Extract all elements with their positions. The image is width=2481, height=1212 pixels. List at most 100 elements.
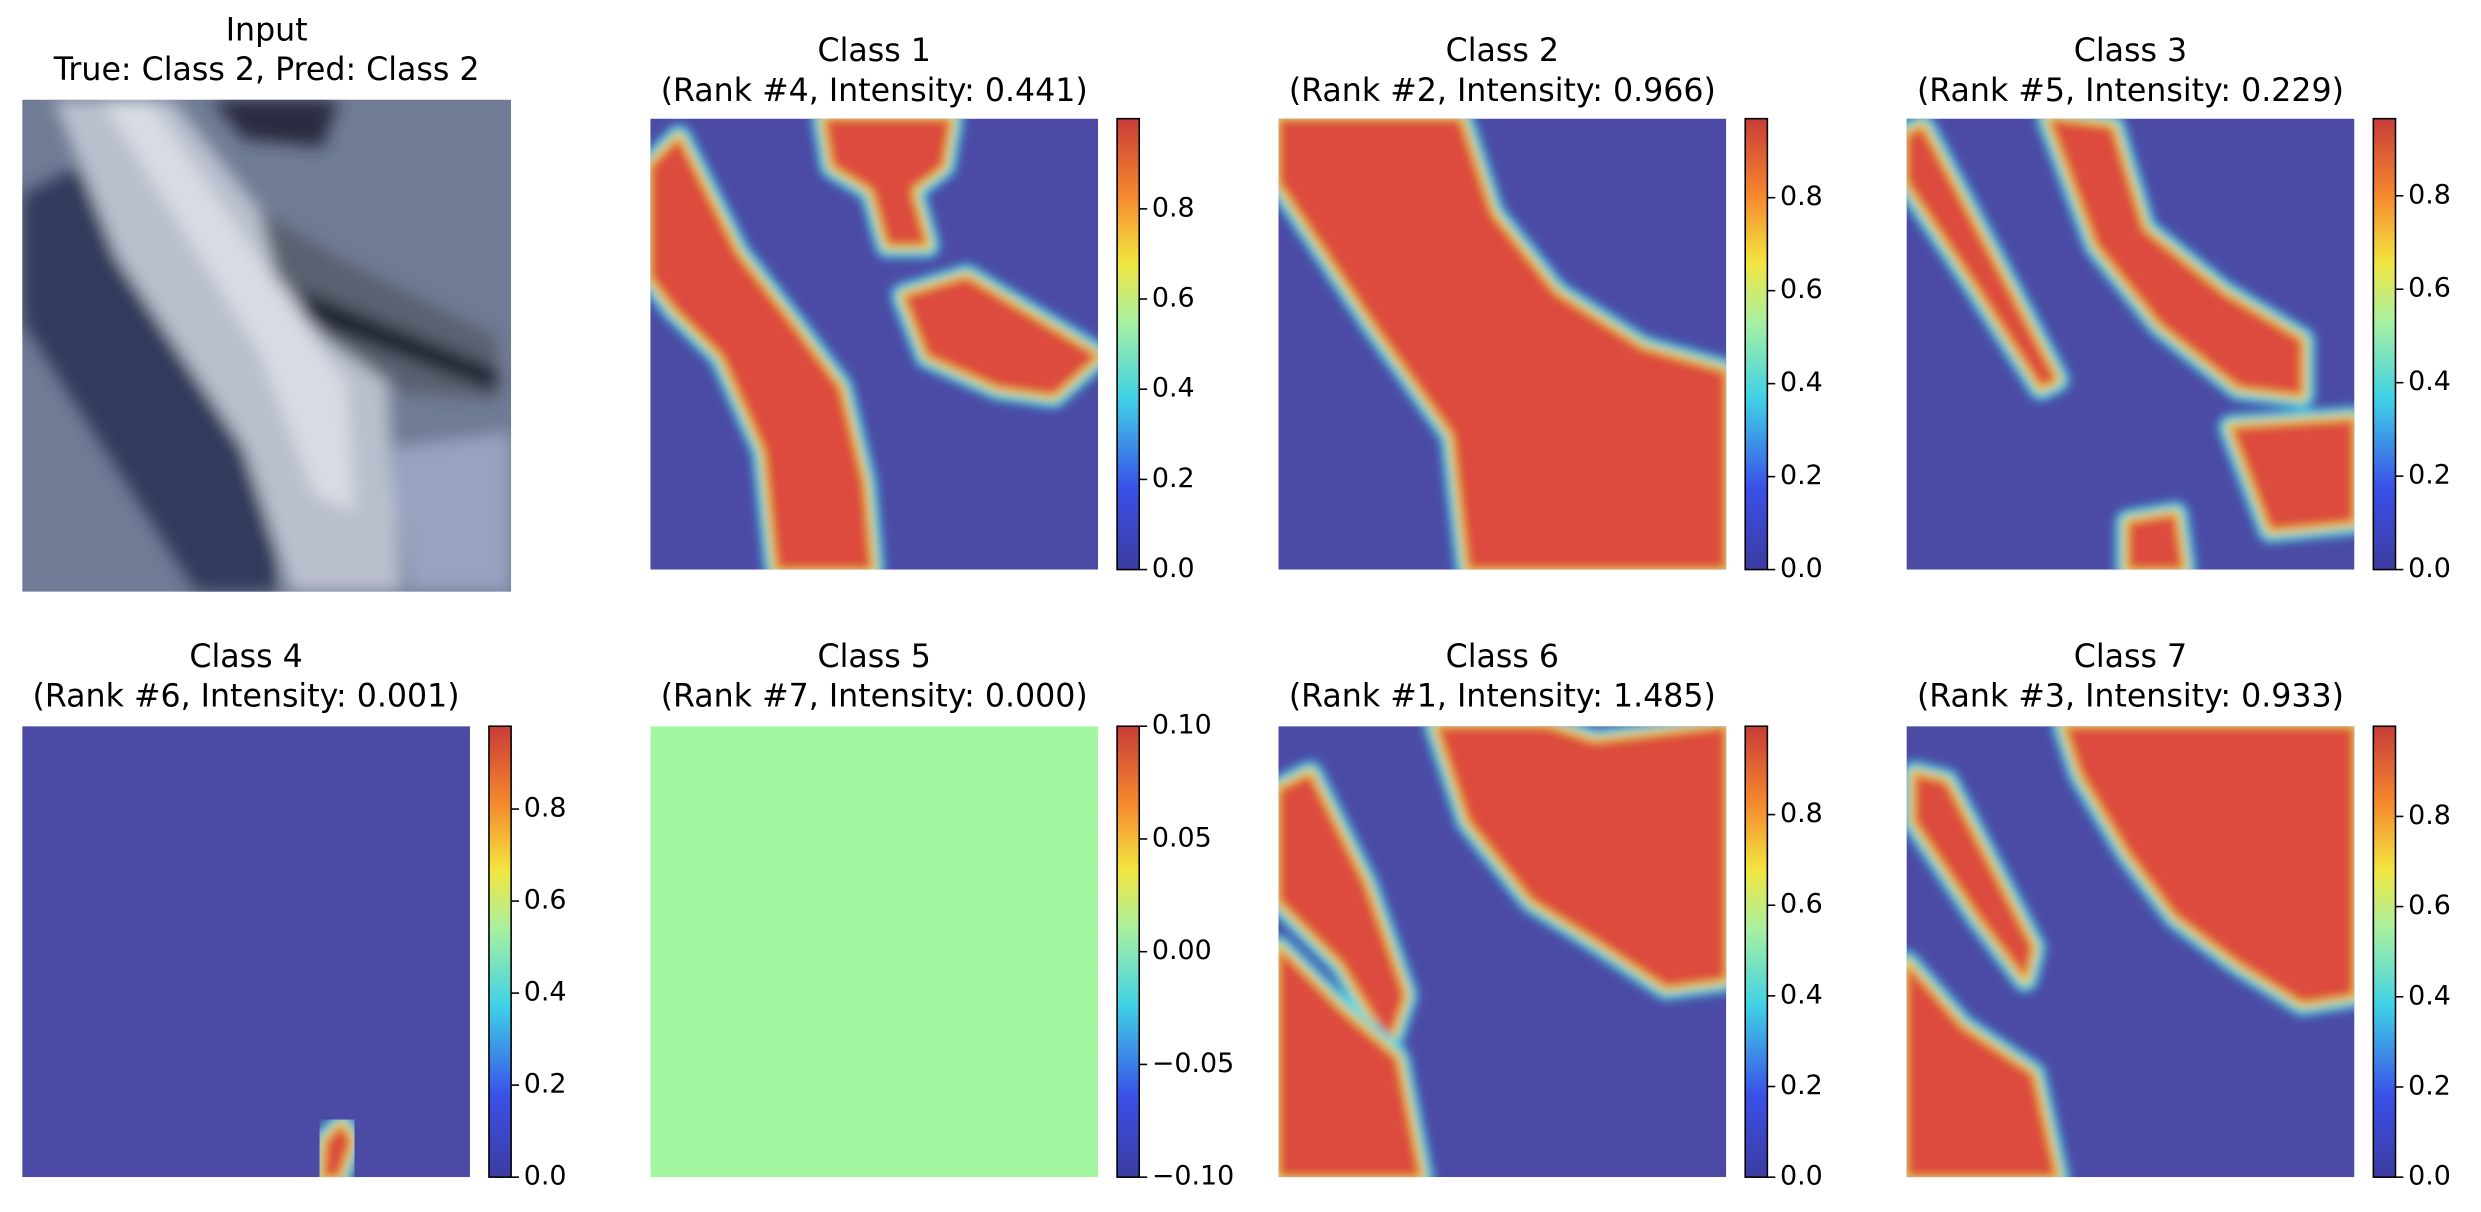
colorbar-tick-label: 0.6 — [1152, 283, 1195, 314]
colorbar — [1116, 117, 1141, 571]
panel-title: Class 7 — [2074, 639, 2187, 675]
colorbar — [488, 725, 512, 1178]
blob-core — [824, 118, 951, 246]
colorbar-tick-label: 0.0 — [1152, 553, 1195, 584]
panel-title: Class 3 — [2074, 33, 2187, 69]
colorbar-tick-label: 0.4 — [1152, 373, 1195, 404]
heatmap-blobs — [1906, 726, 2355, 1178]
colorbar-tick-label: 0.2 — [2408, 460, 2451, 491]
panel-title: Class 1 — [818, 33, 931, 69]
colorbar — [1116, 725, 1141, 1178]
colorbar-tick-label: 0.2 — [2408, 1070, 2451, 1101]
blob-core — [1914, 773, 2034, 980]
panel-subtitle: True: Class 2, Pred: Class 2 — [53, 52, 480, 88]
colorbar-tick-label: 0.10 — [1152, 710, 1212, 741]
colorbar-tick-label: 0.0 — [524, 1161, 567, 1192]
blob-core — [1278, 773, 1406, 1043]
colorbar-tick-label: 0.4 — [1780, 367, 1823, 398]
colorbar-tick-label: 0.6 — [1780, 889, 1823, 920]
panel-subtitle: (Rank #3, Intensity: 0.933) — [1917, 679, 2344, 715]
panel: Class 6 (Rank #1, Intensity: 1.485) 0.0 0.2… — [1278, 639, 1823, 1192]
colorbar — [1744, 725, 1769, 1178]
colorbar-tick-label: 0.2 — [1152, 463, 1195, 494]
blob-core — [1278, 947, 1421, 1178]
panel-subtitle: (Rank #6, Intensity: 0.001) — [33, 679, 460, 715]
blob-core — [1906, 126, 2057, 388]
panel: Class 5 (Rank #7, Intensity: 0.000) −0.10 −… — [650, 639, 1234, 1192]
heatmap-blobs — [1278, 726, 1727, 1178]
road-light — [101, 99, 355, 512]
colorbar-tick-label: 0.8 — [524, 793, 567, 824]
colorbar — [1744, 117, 1769, 571]
panel: Class 3 (Rank #5, Intensity: 0.229) 0.0 0.2… — [1906, 33, 2451, 584]
panel: Class 7 (Rank #3, Intensity: 0.933) 0.0 0.2… — [1906, 639, 2451, 1192]
colorbar-tick-label: 0.0 — [2408, 553, 2451, 584]
blob-core — [322, 1124, 352, 1178]
colorbar-tick-label: 0.0 — [2408, 1161, 2451, 1192]
colorbar-tick-label: 0.8 — [1152, 192, 1195, 223]
heatmap-blobs — [1278, 118, 1727, 570]
colorbar-tick-label: 0.2 — [524, 1069, 567, 1100]
tree-dark — [299, 289, 497, 393]
right-patch — [386, 431, 512, 592]
blob-core — [650, 137, 872, 570]
panel-image — [1906, 726, 2355, 1178]
colorbar-tick-label: 0.8 — [1780, 798, 1823, 829]
colorbar-tick-label: 0.4 — [2408, 980, 2451, 1011]
blob-core — [1906, 963, 2057, 1178]
colorbar-tick-label: 0.4 — [524, 977, 567, 1008]
panel-subtitle: (Rank #1, Intensity: 1.485) — [1289, 679, 1716, 715]
colorbar-tick-label: 0.6 — [2408, 890, 2451, 921]
colorbar-tick-label: 0.8 — [1780, 181, 1823, 212]
panel-subtitle: (Rank #2, Intensity: 0.966) — [1289, 73, 1716, 109]
photo-content — [22, 99, 512, 592]
colorbar-tick-label: 0.0 — [1780, 1161, 1823, 1192]
top-dark — [212, 99, 339, 148]
colorbar-tick-label: −0.10 — [1152, 1161, 1234, 1192]
blob-core — [2128, 514, 2184, 570]
blob-core — [903, 276, 1099, 396]
colorbar-tick-label: −0.05 — [1152, 1048, 1234, 1079]
heatmap-blobs — [310, 1112, 364, 1178]
colorbar-tick-label: 0.6 — [1780, 274, 1823, 305]
heatmap-blobs — [650, 118, 1099, 570]
panel-title: Class 4 — [189, 639, 302, 675]
panel-image — [1278, 118, 1727, 570]
colorbar-tick-label: 0.00 — [1152, 935, 1212, 966]
colorbar-tick-label: 0.2 — [1780, 1070, 1823, 1101]
panel: Class 1 (Rank #4, Intensity: 0.441) 0.0 0.2… — [650, 33, 1195, 584]
panel-image — [650, 118, 1099, 570]
colorbar-tick-label: 0.4 — [2408, 366, 2451, 397]
blob-core — [2230, 419, 2355, 531]
panel: Class 2 (Rank #2, Intensity: 0.966) 0.0 0.2… — [1278, 33, 1823, 584]
panel-title: Class 5 — [818, 639, 931, 675]
panel-image — [22, 726, 470, 1178]
colorbar — [2372, 117, 2397, 571]
panel-subtitle: (Rank #7, Intensity: 0.000) — [661, 679, 1088, 715]
colorbar-tick-label: 0.6 — [2408, 273, 2451, 304]
panel-subtitle: (Rank #4, Intensity: 0.441) — [661, 73, 1088, 109]
panel-title: Input — [226, 13, 308, 49]
panel-title: Class 6 — [1446, 639, 1559, 675]
heatmap-flat — [650, 726, 1099, 1178]
panel-image — [1278, 726, 1727, 1178]
colorbar-tick-label: 0.2 — [1780, 460, 1823, 491]
panel-title: Class 2 — [1446, 33, 1559, 69]
dark-band — [22, 162, 292, 592]
colorbar-tick-label: 0.6 — [524, 885, 567, 916]
colorbar — [2372, 725, 2397, 1178]
colorbar-tick-label: 0.8 — [2408, 179, 2451, 210]
panel-subtitle: (Rank #5, Intensity: 0.229) — [1917, 73, 2344, 109]
blob-core — [1278, 118, 1727, 570]
colorbar-tick-label: 0.05 — [1152, 822, 1212, 853]
blob-core — [2064, 726, 2355, 1004]
panel-image — [1906, 118, 2355, 570]
heatmap-blobs — [1906, 118, 2355, 570]
heatmap-bg — [22, 726, 470, 1178]
colorbar-tick-label: 0.4 — [1780, 979, 1823, 1010]
colorbar-tick-label: 0.8 — [2408, 800, 2451, 831]
blob-core — [1436, 726, 1727, 988]
